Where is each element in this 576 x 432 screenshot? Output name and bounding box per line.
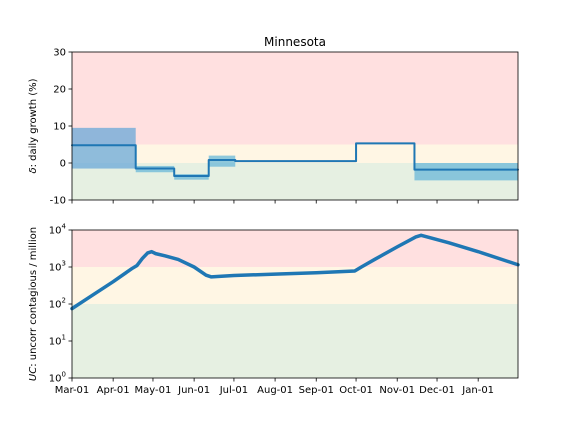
uncertainty-band bbox=[208, 155, 236, 167]
series-line bbox=[70, 233, 520, 311]
contagious-panel: 100 101 102 103 104 Mar-01 Apr-01 May-01 Jun-01 J… bbox=[28, 223, 520, 396]
x-tick-label: Nov-01 bbox=[379, 385, 415, 396]
uncertainty-band bbox=[72, 127, 136, 169]
y-tick-label: 103 bbox=[49, 260, 66, 274]
x-tick-label: Mar-01 bbox=[55, 385, 90, 396]
uncertainty-band bbox=[414, 163, 518, 181]
y-tick-label: 104 bbox=[49, 223, 67, 237]
x-tick-label: Jul-01 bbox=[219, 385, 248, 396]
x-tick-label: Dec-01 bbox=[419, 385, 455, 396]
y-axis-label: UC: uncorr contagious / million bbox=[28, 227, 39, 381]
x-tick-label: May-01 bbox=[135, 385, 172, 396]
y-tick-label: 30 bbox=[53, 48, 66, 59]
background-band bbox=[72, 230, 518, 267]
x-tick-label: Jan-01 bbox=[461, 385, 494, 396]
x-tick-label: Sep-01 bbox=[299, 385, 334, 396]
growth-rate-panel: -10 0 10 20 30 δ: daily growth (%) Minnesota bbox=[28, 35, 519, 207]
background-band bbox=[72, 304, 518, 378]
x-tick-label: Apr-01 bbox=[97, 385, 130, 396]
x-tick-label: Jun-01 bbox=[177, 385, 210, 396]
y-tick-label: 101 bbox=[49, 334, 66, 348]
background-band bbox=[72, 52, 518, 145]
background-band bbox=[72, 144, 518, 163]
x-tick-label: Aug-01 bbox=[257, 385, 293, 396]
y-tick-label: 10 bbox=[53, 122, 66, 133]
y-tick-label: -10 bbox=[50, 196, 66, 207]
chart-title: Minnesota bbox=[264, 35, 326, 49]
y-tick-label: 100 bbox=[49, 371, 66, 385]
series-line bbox=[71, 142, 519, 177]
y-tick-label: 0 bbox=[60, 159, 66, 170]
y-axis-label: δ: daily growth (%) bbox=[28, 78, 39, 173]
y-tick-label: 20 bbox=[53, 85, 66, 96]
x-tick-label: Oct-01 bbox=[339, 385, 373, 396]
y-tick-label: 102 bbox=[49, 297, 66, 311]
